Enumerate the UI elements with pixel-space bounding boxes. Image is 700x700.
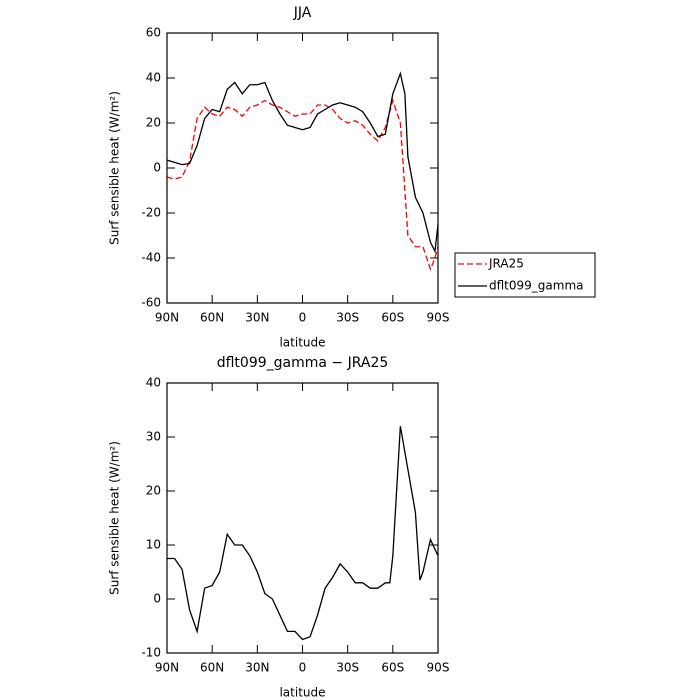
legend-box bbox=[454, 252, 596, 298]
x-tick-label: 30N bbox=[245, 311, 269, 325]
y-tick-label: 40 bbox=[146, 71, 161, 85]
y-tick-label: 10 bbox=[146, 538, 161, 552]
plot-frame bbox=[166, 382, 439, 654]
series-line bbox=[167, 426, 439, 641]
x-tick-label: 90N bbox=[155, 661, 179, 675]
legend-label: dflt099_gamma bbox=[489, 279, 584, 293]
chart-title: dflt099_gamma − JRA25 bbox=[217, 355, 389, 371]
x-tick-label: 90S bbox=[427, 661, 450, 675]
y-axis-label: Surf sensible heat (W/m²) bbox=[108, 441, 122, 595]
series-line bbox=[166, 98, 439, 272]
x-tick-label: 30S bbox=[336, 661, 359, 675]
y-tick-label: 0 bbox=[153, 161, 161, 175]
legend-label: JRA25 bbox=[488, 257, 524, 271]
y-tick-label: -10 bbox=[141, 646, 161, 660]
x-tick-label: 60S bbox=[381, 661, 404, 675]
y-tick-label: 20 bbox=[146, 484, 161, 498]
x-tick-label: 60N bbox=[200, 661, 224, 675]
y-tick-label: 60 bbox=[146, 26, 161, 40]
y-tick-label: 30 bbox=[146, 430, 161, 444]
y-axis-label: Surf sensible heat (W/m²) bbox=[108, 91, 122, 245]
y-tick-label: -60 bbox=[141, 296, 161, 310]
x-tick-label: 30S bbox=[336, 311, 359, 325]
x-tick-label: 30N bbox=[245, 661, 269, 675]
x-tick-label: 90S bbox=[427, 311, 450, 325]
x-tick-label: 60N bbox=[200, 311, 224, 325]
y-tick-label: 20 bbox=[146, 116, 161, 130]
x-tick-label: 0 bbox=[299, 661, 307, 675]
y-tick-label: -20 bbox=[141, 206, 161, 220]
y-tick-label: 40 bbox=[146, 376, 161, 390]
x-axis-label: latitude bbox=[279, 686, 325, 700]
series-line bbox=[166, 71, 439, 254]
x-tick-label: 90N bbox=[155, 311, 179, 325]
x-tick-label: 0 bbox=[299, 311, 307, 325]
y-tick-label: -40 bbox=[141, 251, 161, 265]
x-tick-label: 60S bbox=[381, 311, 404, 325]
x-axis-label: latitude bbox=[279, 336, 325, 350]
plot-frame bbox=[166, 32, 439, 304]
y-tick-label: 0 bbox=[153, 592, 161, 606]
chart-title: JJA bbox=[293, 5, 312, 21]
